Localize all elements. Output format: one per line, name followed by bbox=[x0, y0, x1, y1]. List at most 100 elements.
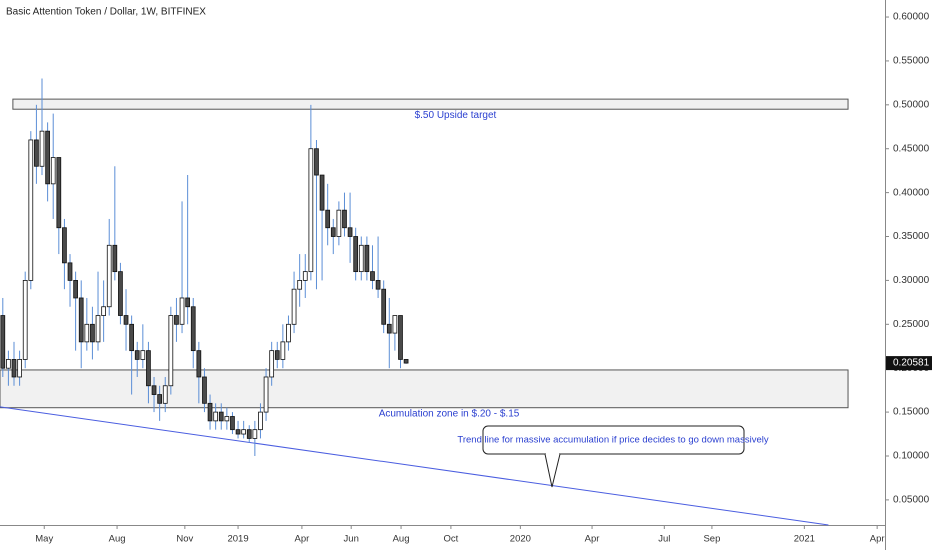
x-tick-label: Sep bbox=[703, 534, 720, 545]
candle-body bbox=[403, 359, 409, 364]
candle-body bbox=[286, 323, 291, 343]
candle-body bbox=[67, 262, 73, 281]
candle-body bbox=[370, 271, 375, 281]
candle-body bbox=[330, 227, 336, 237]
candle-body bbox=[252, 429, 258, 439]
candle-body bbox=[45, 130, 50, 185]
candle-body bbox=[347, 227, 353, 237]
candle-body bbox=[386, 323, 392, 334]
last-price-tag bbox=[886, 356, 932, 371]
candle-body bbox=[146, 350, 151, 387]
candle-body bbox=[263, 376, 269, 413]
candle-body bbox=[269, 350, 275, 378]
zone-label: Acumulation zone in $.20 - $.15 bbox=[379, 408, 520, 419]
candle-body bbox=[0, 315, 6, 369]
chart-title: Basic Attention Token / Dollar, 1W, BITF… bbox=[6, 7, 206, 18]
x-tick-label: Aug bbox=[393, 534, 410, 545]
candle-body bbox=[73, 280, 78, 299]
y-tick-label: 0.15000 bbox=[893, 407, 930, 418]
candle-body bbox=[241, 429, 247, 435]
candle-body bbox=[168, 315, 174, 387]
candle-body bbox=[308, 148, 314, 273]
x-tick-label: Apr bbox=[295, 534, 310, 545]
candle-body bbox=[314, 148, 319, 176]
candle-body bbox=[319, 174, 325, 211]
candle-body bbox=[134, 350, 140, 360]
candle-body bbox=[123, 315, 129, 325]
callout-text: Trend line for massive accumulation if p… bbox=[457, 435, 768, 446]
candle-body bbox=[11, 359, 17, 378]
candle-body bbox=[151, 385, 157, 395]
candle-body bbox=[358, 244, 364, 273]
candle-body bbox=[246, 429, 252, 439]
last-price-label: 0.20581 bbox=[893, 358, 930, 369]
candle-body bbox=[95, 315, 101, 343]
candle-body bbox=[28, 139, 34, 281]
candle-body bbox=[101, 306, 106, 316]
x-tick-label: Nov bbox=[176, 534, 193, 545]
candle-body bbox=[336, 209, 342, 237]
y-tick-label: 0.10000 bbox=[893, 451, 930, 462]
y-tick-label: 0.60000 bbox=[893, 12, 930, 23]
candle-body bbox=[162, 385, 168, 404]
candle-body bbox=[17, 359, 22, 378]
candle-body bbox=[258, 411, 263, 431]
x-tick-label: Apr bbox=[870, 534, 885, 545]
candle-body bbox=[207, 402, 213, 422]
zone bbox=[12, 98, 849, 110]
x-tick-label: Aug bbox=[109, 534, 126, 545]
candle-body bbox=[235, 429, 241, 435]
candle-body bbox=[84, 323, 90, 343]
y-tick-label: 0.50000 bbox=[893, 99, 930, 110]
x-tick-label: Apr bbox=[585, 534, 600, 545]
candle-body bbox=[112, 244, 118, 273]
callout-box bbox=[482, 425, 745, 455]
candle-body bbox=[342, 209, 347, 229]
y-tick-label: 0.35000 bbox=[893, 231, 930, 242]
candle-body bbox=[129, 323, 134, 352]
candle-body bbox=[118, 271, 123, 316]
candle-body bbox=[140, 350, 146, 360]
candle-body bbox=[218, 411, 224, 422]
candle-body bbox=[224, 416, 230, 422]
y-tick-label: 0.30000 bbox=[893, 275, 930, 286]
x-tick-label: Jul bbox=[658, 534, 670, 545]
candle-body bbox=[398, 315, 403, 360]
y-tick-label: 0.55000 bbox=[893, 56, 930, 67]
candle-body bbox=[90, 323, 95, 343]
candle-body bbox=[381, 288, 387, 325]
candle-body bbox=[179, 297, 185, 325]
candle-body bbox=[56, 157, 62, 229]
candle-body bbox=[106, 244, 112, 308]
candle-body bbox=[196, 350, 202, 378]
zone-label: $.50 Upside target bbox=[415, 110, 497, 121]
candle-body bbox=[62, 227, 67, 264]
candle-body bbox=[22, 280, 28, 360]
x-tick-label: Oct bbox=[444, 534, 459, 545]
candle-body bbox=[213, 411, 219, 422]
candle-body bbox=[6, 359, 11, 369]
y-tick-label: 0.40000 bbox=[893, 187, 930, 198]
candle-body bbox=[174, 315, 179, 325]
y-tick-label: 0.05000 bbox=[893, 495, 930, 506]
candle-body bbox=[297, 280, 303, 290]
trend-line bbox=[0, 406, 829, 526]
candle-body bbox=[50, 157, 56, 185]
candle-body bbox=[185, 297, 191, 308]
candle-body bbox=[274, 350, 280, 360]
candle-body bbox=[291, 288, 297, 325]
candle-body bbox=[280, 341, 286, 360]
candle-body bbox=[392, 315, 398, 334]
candle-body bbox=[39, 130, 45, 167]
candle-body bbox=[157, 394, 162, 404]
candle-body bbox=[230, 416, 235, 431]
candle-body bbox=[302, 271, 308, 281]
candle-body bbox=[190, 306, 196, 352]
y-tick-label: 0.45000 bbox=[893, 143, 930, 154]
candle-body bbox=[364, 244, 370, 273]
x-tick-label: 2019 bbox=[227, 534, 248, 545]
x-tick-label: 2020 bbox=[510, 534, 531, 545]
candle-body bbox=[34, 139, 39, 167]
